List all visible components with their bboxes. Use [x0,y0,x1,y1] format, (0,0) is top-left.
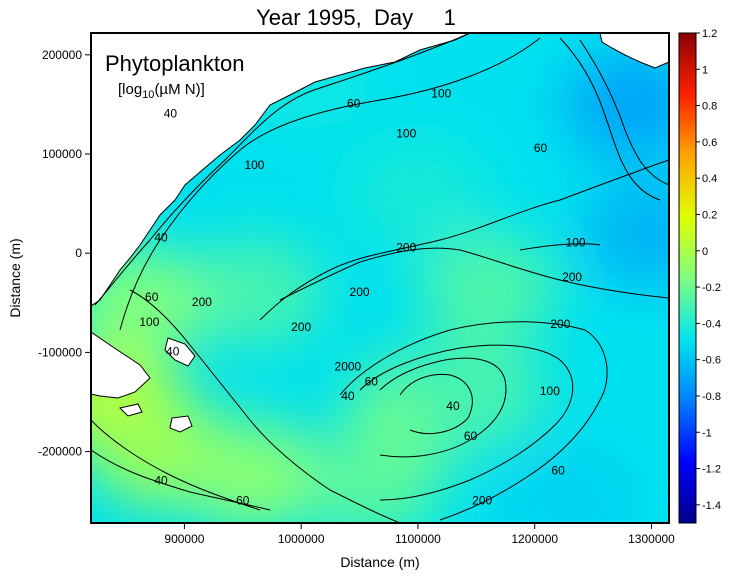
colorbar-tick-label: 0.6 [702,137,717,149]
contour-label: 60 [145,290,159,304]
y-tick-label: -100000 [38,345,82,359]
x-tick-label: 1100000 [395,532,441,546]
colorbar-tick-label: -0.4 [702,318,721,330]
colorbar-tick-label: 0 [702,246,708,258]
contour-label: 40 [154,230,168,244]
colorbar-tick-label: 0.8 [702,101,717,113]
field-patch [347,138,488,249]
plot-frame [90,32,670,524]
field-patch [418,232,559,343]
field-patch [184,237,325,348]
colorbar-tick-label: 1.2 [702,28,717,40]
contour-label: 100 [431,87,451,101]
contour-lines [91,33,669,523]
contour-label: 60 [365,374,379,388]
field-units: [log10(µM N)] [118,81,205,101]
y-tick-label: 0 [75,246,82,260]
contour-label: 100 [244,158,264,172]
y-tick-label: -200000 [38,445,82,459]
y-tick-label: 200000 [42,48,82,62]
y-axis: 200000 100000 0 -100000 -200000 [38,48,91,459]
field-patch [563,49,669,160]
contour-label: 200 [562,270,582,284]
contour-label: 100 [396,126,416,140]
contour-label: 60 [347,97,361,111]
contour-label: 100 [139,315,159,329]
x-tick-label: 1300000 [628,532,675,546]
colorbar-ticks: 1.2 1 0.8 0.6 0.4 0.2 0 -0.2 -0.4 -0.6 -0.8 -1 -1.2 -… [696,28,721,512]
land-upper-right [599,33,669,69]
contour-label: 40 [164,107,178,121]
land-island [169,415,193,433]
colorbar-tick-label: -1 [702,427,712,439]
contour-label: 200 [192,295,212,309]
contour-label: 40 [154,474,168,488]
colorbar-ramp [678,32,697,524]
contour-label: 60 [464,429,478,443]
land-lower-left [91,331,151,399]
field-patch [406,337,547,448]
contour-label: 40 [166,345,180,359]
y-tick-label: 100000 [42,147,82,161]
contour-label: 60 [534,141,548,155]
land-inlet [164,337,196,367]
colorbar-tick-label: -1.2 [702,464,721,476]
chart-title: Year 1995, Day 1 [256,5,456,30]
field-patch [499,446,640,523]
colorbar-tick-label: 0.4 [702,173,717,185]
colorbar-tick-label: -1.4 [702,500,721,512]
field-patch [581,178,669,289]
contour-label: 2000 [335,359,362,373]
contour-label: 60 [551,464,565,478]
x-axis-label: Distance (m) [340,554,419,570]
contour-label: 100 [566,235,586,249]
field-patches [91,33,669,523]
x-tick-label: 1000000 [278,532,325,546]
land-island-2 [119,403,143,417]
contour-label: 200 [350,285,370,299]
contour-label: 60 [236,493,250,507]
colorbar-tick-label: 0.2 [702,209,717,221]
colorbar-tick-label: 1 [702,64,708,76]
colorbar-tick-label: -0.8 [702,391,721,403]
colorbar-tick-label: -0.2 [702,282,721,294]
contour-label: 200 [291,320,311,334]
field-patch [184,421,325,523]
field-name: Phytoplankton [105,51,244,76]
colorbar: 1.2 1 0.8 0.6 0.4 0.2 0 -0.2 -0.4 -0.6 -0.8 -1 -1.2 -… [678,28,721,524]
x-tick-label: 1200000 [511,532,558,546]
contour-label: 100 [540,384,560,398]
x-tick-label: 900000 [164,532,204,546]
colorbar-tick-label: -0.6 [702,355,721,367]
contour-label: 200 [550,317,570,331]
y-axis-label: Distance (m) [7,238,23,317]
x-axis: 900000 1000000 1100000 1200000 1300000 [164,523,675,546]
contour-label: 200 [396,240,416,254]
contour-label: 40 [446,399,460,413]
contour-label: 200 [472,493,492,507]
contour-label: 40 [341,389,355,403]
